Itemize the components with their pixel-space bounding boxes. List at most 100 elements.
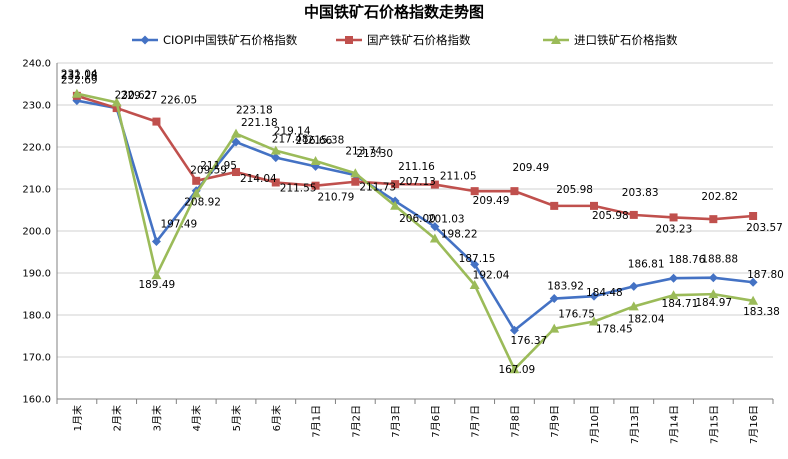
- data-label: 230.62: [115, 89, 152, 101]
- legend-marker: [345, 36, 353, 44]
- data-point: [111, 97, 122, 107]
- data-point: [71, 88, 82, 98]
- y-tick-label: 160.0: [22, 395, 51, 406]
- data-point: [749, 212, 758, 221]
- y-tick-label: 240.0: [22, 59, 51, 70]
- data-label: 184.71: [662, 298, 699, 310]
- data-label: 203.57: [746, 222, 783, 234]
- x-tick-label: 7月10日: [589, 405, 601, 444]
- data-point: [430, 222, 440, 232]
- x-tick-label: 5月末: [230, 405, 243, 431]
- data-label: 211.55: [280, 182, 317, 194]
- data-point: [151, 237, 161, 247]
- data-label: 219.14: [274, 126, 311, 138]
- data-labels: 231.04 229.27 197.49 209.59 221.18 217.48 215.…: [61, 69, 784, 377]
- series-2: [72, 91, 758, 224]
- data-point: [669, 273, 679, 283]
- data-label: 206.00: [399, 213, 436, 225]
- data-label: 167.09: [498, 364, 535, 376]
- data-label: 209.59: [190, 165, 227, 177]
- data-point: [669, 213, 678, 222]
- data-label: 205.98: [556, 184, 593, 196]
- data-point: [550, 201, 559, 210]
- data-label: 192.04: [473, 269, 510, 281]
- data-point: [708, 289, 719, 299]
- data-point: [191, 188, 202, 198]
- data-label: 231.04: [61, 69, 98, 81]
- data-point: [231, 128, 241, 138]
- y-tick-label: 180.0: [22, 311, 51, 322]
- data-label: 214.04: [240, 173, 277, 185]
- legend-item-2: 国产铁矿石价格指数: [336, 33, 471, 47]
- data-label: 211.05: [440, 171, 477, 183]
- data-label: 198.22: [441, 228, 478, 240]
- data-label: 203.23: [656, 223, 693, 235]
- data-label: 176.37: [510, 335, 547, 347]
- series-3: [71, 88, 759, 374]
- x-tick-label: 3月末: [150, 405, 163, 431]
- data-point: [192, 176, 201, 185]
- series-line: [76, 92, 754, 371]
- data-point: [748, 295, 759, 305]
- data-label: 226.05: [160, 95, 197, 107]
- axes: 160.0 170.0 180.0 190.0 200.0 210.0 220.0 230.0…: [22, 59, 774, 444]
- x-tick-label: 7月7日: [470, 405, 482, 438]
- data-label: 213.30: [356, 148, 393, 160]
- y-tick-label: 170.0: [22, 353, 51, 364]
- data-point: [590, 201, 598, 210]
- x-tick-label: 6月末: [270, 405, 283, 431]
- data-label: 216.66: [296, 135, 333, 147]
- data-point: [470, 259, 480, 269]
- data-label: 209.49: [512, 162, 549, 174]
- data-label: 202.82: [701, 191, 738, 203]
- x-tick-label: 7月8日: [509, 405, 521, 438]
- data-point: [668, 290, 679, 300]
- x-tick-label: 4月末: [190, 405, 203, 431]
- data-point: [469, 279, 480, 289]
- legend-marker: [551, 35, 561, 44]
- data-point: [549, 323, 560, 333]
- y-tick-label: 190.0: [22, 269, 51, 280]
- data-point: [270, 145, 281, 155]
- data-label: 188.76: [669, 254, 706, 266]
- data-label: 183.92: [547, 281, 584, 293]
- data-point: [549, 294, 559, 304]
- data-label: 201.03: [428, 214, 465, 226]
- series-layer: [71, 88, 759, 374]
- data-point: [351, 177, 360, 186]
- data-label: 186.81: [628, 258, 665, 270]
- x-tick-label: 7月13日: [629, 405, 641, 444]
- data-point: [350, 168, 361, 178]
- data-label: 211.95: [200, 160, 237, 172]
- x-tick-label: 2月末: [111, 405, 124, 431]
- data-point: [231, 137, 241, 147]
- data-point: [311, 181, 320, 190]
- x-tick-label: 7月14日: [669, 405, 681, 444]
- x-tick-label: 7月9日: [549, 405, 561, 438]
- data-label: 203.83: [622, 187, 659, 199]
- legend-marker: [140, 35, 150, 45]
- data-label: 223.18: [236, 105, 273, 117]
- data-point: [430, 180, 439, 189]
- data-label: 210.79: [318, 192, 355, 204]
- gridlines: [57, 62, 773, 358]
- data-label: 197.49: [160, 219, 197, 231]
- data-point: [510, 187, 519, 196]
- series-line: [76, 99, 754, 332]
- y-tick-label: 230.0: [22, 101, 51, 112]
- data-label: 178.45: [596, 324, 633, 336]
- data-label: 176.75: [558, 309, 595, 321]
- data-point: [232, 168, 240, 177]
- data-label: 211.16: [398, 161, 435, 173]
- data-point: [310, 156, 321, 166]
- data-label: 232.18: [61, 70, 98, 82]
- data-label: 189.49: [138, 279, 175, 291]
- legend-item-1: CIOPI中国铁矿石价格指数: [132, 33, 298, 47]
- legend: CIOPI中国铁矿石价格指数 国产铁矿石价格指数 进口铁矿石价格指数: [132, 33, 678, 47]
- x-tick-label: 1月末: [71, 405, 84, 431]
- data-point: [151, 270, 162, 280]
- data-label: 205.98: [592, 210, 629, 222]
- data-point: [628, 301, 639, 311]
- data-label: 229.27: [121, 90, 158, 102]
